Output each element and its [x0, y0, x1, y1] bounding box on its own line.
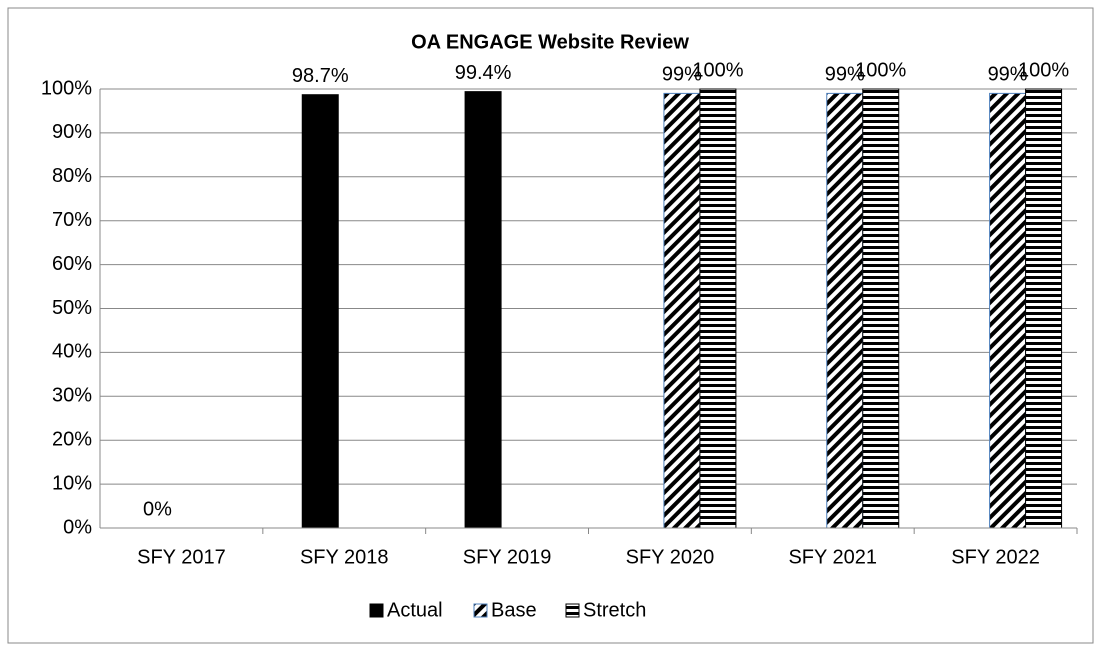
x-tick-label: SFY 2020: [626, 546, 715, 568]
y-tick-label: 20%: [52, 428, 92, 450]
x-tick-label: SFY 2021: [788, 546, 877, 568]
data-label: 0%: [143, 498, 172, 520]
data-label: 98.7%: [292, 65, 349, 87]
bar: [1025, 88, 1063, 529]
data-label: 99%: [825, 64, 865, 86]
y-tick-label: 30%: [52, 385, 92, 407]
bar: [301, 94, 339, 529]
x-tick-label: SFY 2019: [463, 546, 552, 568]
y-tick-label: 70%: [52, 209, 92, 231]
y-tick-label: 10%: [52, 472, 92, 494]
legend-label: Base: [491, 599, 537, 621]
bar: [826, 92, 864, 529]
bar: [989, 92, 1027, 529]
bar: [464, 91, 502, 529]
y-tick-label: 0%: [63, 516, 92, 538]
bar: [699, 88, 737, 529]
data-label: 99%: [662, 64, 702, 86]
legend-label: Actual: [387, 599, 443, 621]
bar: [663, 92, 701, 529]
chart-frame: [7, 7, 1094, 644]
y-tick-label: 40%: [52, 341, 92, 363]
x-tick-label: SFY 2018: [300, 546, 389, 568]
data-label: 99.4%: [455, 62, 512, 84]
x-tick-label: SFY 2022: [951, 546, 1040, 568]
y-tick-label: 100%: [41, 77, 92, 99]
legend-swatch: [565, 603, 580, 618]
data-label: 100%: [1018, 59, 1069, 81]
legend-swatch: [473, 603, 488, 618]
y-tick-label: 90%: [52, 121, 92, 143]
x-tick-label: SFY 2017: [137, 546, 226, 568]
chart-title: OA ENGAGE Website Review: [411, 31, 689, 53]
legend-label: Stretch: [583, 599, 646, 621]
bar: [862, 88, 900, 529]
data-label: 100%: [692, 59, 743, 81]
y-tick-label: 80%: [52, 165, 92, 187]
y-tick-label: 50%: [52, 297, 92, 319]
legend-swatch: [369, 603, 384, 618]
y-tick-label: 60%: [52, 253, 92, 275]
data-label: 99%: [988, 64, 1028, 86]
data-label: 100%: [855, 59, 906, 81]
